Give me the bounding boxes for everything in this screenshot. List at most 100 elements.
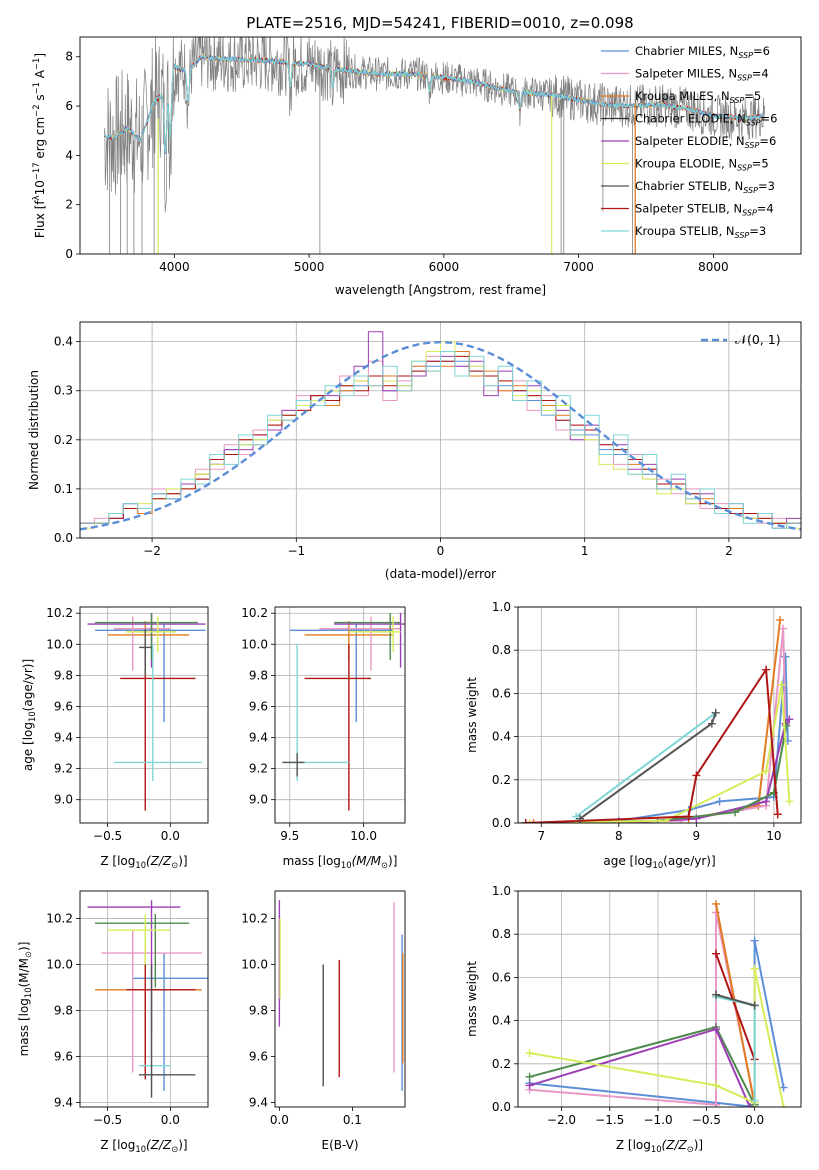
weight-marker — [773, 810, 782, 819]
y-axis-label: Flux [fλ10−17 erg cm−2 s−1 A−1] — [31, 53, 47, 238]
axes-root: 4000 5000 6000 7000 8000 0 2 4 6 8 Chabrier MILES,… — [17, 36, 802, 1154]
weight-marker — [762, 797, 771, 806]
axes-frame — [274, 890, 406, 1108]
gaussian-curve — [80, 340, 801, 531]
x-tick-label: −2 — [143, 544, 161, 558]
y-tick-label: 6 — [65, 99, 73, 113]
plot-area-residual_hist — [80, 331, 801, 531]
weight-line-kroupa_stelib — [575, 711, 717, 818]
y-tick-label: 0.8 — [492, 643, 511, 657]
axes-frame — [517, 890, 802, 1108]
weight-line-chabrier_miles — [529, 940, 785, 1107]
y-tick-label: 9.4 — [54, 1095, 73, 1109]
y-tick-label: 10.2 — [46, 606, 73, 620]
y-tick-label: 10.2 — [241, 606, 268, 620]
weight-marker — [750, 936, 759, 945]
plot-area-spectrum — [103, 37, 765, 254]
weight-marker — [781, 652, 790, 661]
y-tick-label: 9.6 — [249, 1049, 268, 1063]
axes-frame — [517, 606, 802, 824]
x-tick-label: 10.0 — [350, 829, 377, 843]
y-tick-label: 10.0 — [241, 958, 268, 972]
weight-marker — [692, 771, 701, 780]
weight-line-chabrier_miles — [525, 656, 789, 823]
weight-line-salpeter_stelib — [715, 953, 756, 1060]
weight-marker — [745, 1103, 754, 1107]
y-tick-label: 9.2 — [54, 762, 73, 776]
weight-marker — [712, 899, 721, 908]
legend-label: Kroupa ELODIE, NSSP=5 — [635, 157, 769, 173]
y-tick-label: 9.8 — [249, 668, 268, 682]
weight-marker — [750, 1001, 759, 1010]
hist-series-kroupa_stelib — [80, 351, 801, 529]
legend-label: Salpeter MILES, NSSP=4 — [635, 67, 769, 83]
axes-massweight_vs_age: 7 8 9 10 0.0 0.2 0.4 0.6 0.8 1.0 age [log10(age/yr… — [465, 600, 802, 870]
weight-marker — [750, 964, 759, 973]
axes-spectrum: 4000 5000 6000 7000 8000 0 2 4 6 8 Chabrier MILES,… — [31, 36, 802, 297]
x-tick-label: 0.0 — [161, 829, 180, 843]
x-tick-label: −2.0 — [547, 1113, 576, 1127]
y-axis-label: age [log10(age/yr)] — [21, 659, 37, 771]
legend-label: Salpeter ELODIE, NSSP=6 — [635, 134, 776, 150]
y-tick-label: 9.8 — [249, 1003, 268, 1017]
x-tick-label: 0.0 — [161, 1113, 180, 1127]
y-axis-label: mass [log10(M/M⊙)] — [17, 942, 33, 1057]
x-tick-label: 10 — [766, 829, 781, 843]
x-axis-label: Z [log10(Z/Z⊙)] — [616, 1138, 703, 1154]
weight-marker — [779, 624, 788, 633]
y-axis-label: mass weight — [465, 677, 479, 753]
y-axis-label: Normed distribution — [27, 370, 41, 490]
y-tick-label: 9.6 — [249, 699, 268, 713]
x-tick-label: 0 — [437, 544, 445, 558]
weight-marker — [750, 1096, 759, 1105]
x-tick-label: 9 — [693, 829, 701, 843]
y-tick-label: 4 — [65, 148, 73, 162]
weight-marker — [785, 715, 794, 724]
y-tick-label: 10.2 — [241, 912, 268, 926]
legend-label: Chabrier ELODIE, NSSP=6 — [635, 112, 777, 128]
x-axis-label: mass [log10(M/M⊙)] — [283, 854, 398, 870]
y-tick-label: 0.2 — [492, 1057, 511, 1071]
x-tick-label: 7000 — [563, 260, 594, 274]
x-tick-label: 0.0 — [745, 1113, 764, 1127]
weight-marker — [762, 767, 771, 776]
x-tick-label: 0.1 — [343, 1113, 362, 1127]
legend-label: Chabrier MILES, NSSP=6 — [635, 44, 770, 60]
axes-frame — [79, 321, 802, 539]
x-tick-label: 1 — [581, 544, 589, 558]
y-tick-label: 0.0 — [54, 531, 73, 545]
weight-marker — [731, 808, 740, 817]
y-tick-label: 0.0 — [492, 1100, 511, 1114]
y-tick-label: 0.4 — [54, 335, 73, 349]
weight-marker — [715, 797, 724, 806]
x-axis-label: Z [log10(Z/Z⊙)] — [100, 1138, 187, 1154]
weight-marker — [707, 719, 716, 728]
x-axis-label: wavelength [Angstrom, rest frame] — [335, 283, 546, 297]
weight-marker — [712, 949, 721, 958]
axes-frame — [79, 890, 209, 1108]
y-tick-label: 1.0 — [492, 884, 511, 898]
legend-label: Kroupa STELIB, NSSP=3 — [635, 224, 766, 240]
plot-area-mass_vs_Z — [87, 900, 208, 1098]
y-tick-label: 9.6 — [54, 699, 73, 713]
y-tick-label: 9.4 — [249, 731, 268, 745]
x-tick-label: 2 — [725, 544, 733, 558]
x-tick-label: 6000 — [429, 260, 460, 274]
weight-marker — [684, 812, 693, 821]
weight-marker — [525, 1049, 534, 1057]
x-tick-label: −1.0 — [643, 1113, 672, 1127]
weight-marker — [525, 1072, 534, 1081]
y-tick-label: 0 — [65, 247, 73, 261]
weight-marker — [712, 1081, 721, 1090]
weight-marker — [521, 819, 530, 823]
x-axis-label: age [log10(age/yr)] — [603, 854, 715, 870]
axes-age_vs_Z: −0.5 0.0 9.0 9.2 9.4 9.6 9.8 10.0 10.2 Z [log10(Z… — [21, 606, 209, 870]
weight-marker — [525, 1081, 534, 1090]
weight-line-chabrier_stelib — [715, 993, 755, 1007]
x-tick-label: −1.5 — [595, 1113, 624, 1127]
axes-mass_vs_ebv: 0.0 0.1 9.4 9.6 9.8 10.0 10.2 E(B-V) — [241, 890, 406, 1152]
legend-label: Salpeter STELIB, NSSP=4 — [635, 202, 774, 218]
x-tick-label: 8 — [615, 829, 623, 843]
x-tick-label: 0.0 — [270, 1113, 289, 1127]
